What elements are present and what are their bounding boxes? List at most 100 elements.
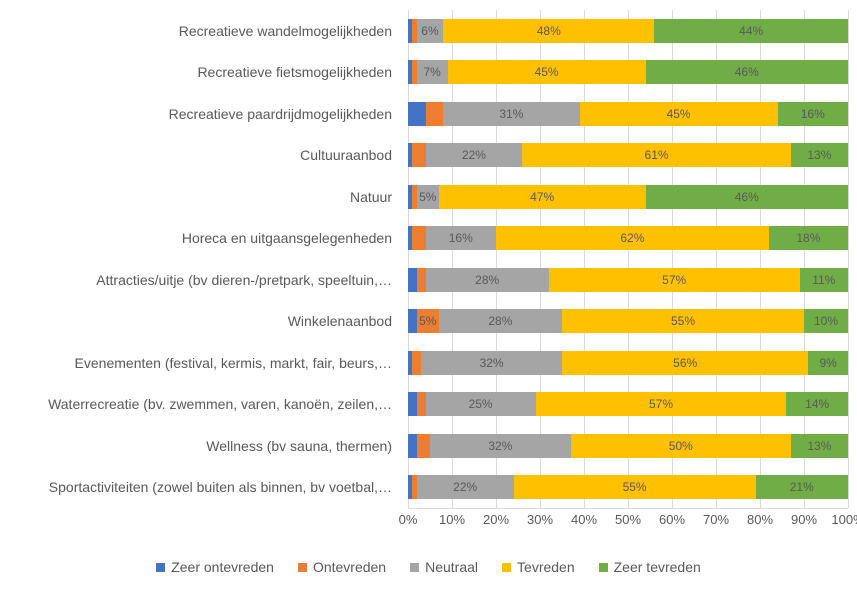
bar-row: 22%61%13% <box>408 143 848 167</box>
category-label: Winkelenaanbod <box>0 309 400 333</box>
category-label: Evenementen (festival, kermis, markt, fa… <box>0 351 400 375</box>
legend-swatch <box>410 563 419 572</box>
x-tick-label: 70% <box>703 512 729 527</box>
bar-segment-tevreden: 57% <box>549 268 800 292</box>
data-label: 5% <box>419 314 436 328</box>
bar-segment-zeer_tevreden: 11% <box>800 268 848 292</box>
bar-segment-tevreden: 55% <box>562 309 804 333</box>
bar-segment-tevreden: 55% <box>514 475 756 499</box>
data-label: 46% <box>735 65 759 79</box>
legend-swatch <box>599 563 608 572</box>
data-label: 55% <box>623 480 647 494</box>
data-label: 57% <box>662 273 686 287</box>
category-label: Horeca en uitgaansgelegenheden <box>0 226 400 250</box>
data-label: 28% <box>488 314 512 328</box>
bar-segment-ontevreden <box>412 351 421 375</box>
bar-segment-zeer_tevreden: 13% <box>791 434 848 458</box>
x-tick-label: 90% <box>791 512 817 527</box>
bar-segment-ontevreden <box>417 268 426 292</box>
bar-segment-neutraal: 22% <box>417 475 514 499</box>
bar-segment-tevreden: 62% <box>496 226 769 250</box>
x-axis-line <box>408 508 848 509</box>
plot-area: 6%48%44%7%45%46%31%45%16%22%61%13%5%47%4… <box>408 10 848 508</box>
data-label: 48% <box>537 24 561 38</box>
category-label: Sportactiviteiten (zowel buiten als binn… <box>0 475 400 499</box>
bar-segment-zeer_tevreden: 9% <box>808 351 848 375</box>
data-label: 9% <box>820 356 837 370</box>
bar-row: 6% 48% 44% <box>408 19 848 43</box>
bar-segment-tevreden: 45% <box>448 60 646 84</box>
bar-segment-zeer_ontevreden <box>408 392 417 416</box>
x-tick-label: 80% <box>747 512 773 527</box>
bar-segment-zeer_tevreden: 44% <box>654 19 848 43</box>
data-label: 50% <box>669 439 693 453</box>
bar-segment-zeer_tevreden: 13% <box>791 143 848 167</box>
data-label: 62% <box>620 231 644 245</box>
x-tick-label: 100% <box>831 512 857 527</box>
bar-segment-ontevreden <box>426 102 444 126</box>
legend-item-tevreden: Tevreden <box>502 559 575 575</box>
bar-row: 32% 50% 13% <box>408 434 848 458</box>
bar-row: 31%45%16% <box>408 102 848 126</box>
legend-label: Ontevreden <box>313 559 386 575</box>
bar-row: 25%57%14% <box>408 392 848 416</box>
legend-swatch <box>156 563 165 572</box>
bar-segment-zeer_tevreden: 46% <box>646 185 848 209</box>
category-label: Waterrecreatie (bv. zwemmen, varen, kano… <box>0 392 400 416</box>
data-label: 16% <box>801 107 825 121</box>
category-label: Natuur <box>0 185 400 209</box>
legend-item-neutraal: Neutraal <box>410 559 478 575</box>
x-tick-label: 0% <box>399 512 418 527</box>
legend-label: Zeer ontevreden <box>171 559 274 575</box>
data-label: 22% <box>462 148 486 162</box>
bar-segment-ontevreden <box>412 143 425 167</box>
data-label: 13% <box>807 148 831 162</box>
bar-row: 5% 28% 55% 10% <box>408 309 848 333</box>
bar-row: 16% 62% 18% <box>408 226 848 250</box>
bar-segment-zeer_tevreden: 16% <box>778 102 848 126</box>
data-label: 6% <box>421 24 438 38</box>
data-label: 11% <box>812 273 835 287</box>
legend-swatch <box>298 563 307 572</box>
bar-segment-neutraal: 16% <box>426 226 496 250</box>
bar-segment-ontevreden: 5% <box>417 309 439 333</box>
legend-item-ontevreden: Ontevreden <box>298 559 386 575</box>
data-label: 32% <box>488 439 512 453</box>
bars-group: 6%48%44%7%45%46%31%45%16%22%61%13%5%47%4… <box>408 10 848 508</box>
gridline <box>848 10 849 508</box>
x-tick-label: 20% <box>483 512 509 527</box>
data-label: 18% <box>796 231 820 245</box>
data-label: 32% <box>480 356 504 370</box>
bar-row: 7% 45% 46% <box>408 60 848 84</box>
data-label: 7% <box>424 65 441 79</box>
legend-label: Zeer tevreden <box>614 559 701 575</box>
category-label: Recreatieve wandelmogelijkheden <box>0 19 400 43</box>
legend-item-zeer_tevreden: Zeer tevreden <box>599 559 701 575</box>
data-label: 47% <box>530 190 554 204</box>
legend-swatch <box>502 563 511 572</box>
category-axis-labels: Recreatieve wandelmogelijkheden Recreatie… <box>0 10 400 508</box>
bar-segment-tevreden: 48% <box>443 19 654 43</box>
x-tick-label: 60% <box>659 512 685 527</box>
bar-row: 32%56%9% <box>408 351 848 375</box>
bar-segment-zeer_tevreden: 10% <box>804 309 848 333</box>
bar-segment-tevreden: 47% <box>439 185 646 209</box>
data-label: 44% <box>739 24 763 38</box>
bar-segment-tevreden: 57% <box>536 392 787 416</box>
x-axis: 0%10%20%30%40%50%60%70%80%90%100% <box>408 512 848 532</box>
bar-segment-tevreden: 45% <box>580 102 778 126</box>
bar-segment-neutraal: 22% <box>426 143 523 167</box>
data-label: 57% <box>649 397 673 411</box>
data-label: 10% <box>814 314 838 328</box>
bar-segment-neutraal: 6% <box>417 19 443 43</box>
category-label: Recreatieve fietsmogelijkheden <box>0 60 400 84</box>
data-label: 45% <box>535 65 559 79</box>
bar-segment-neutraal: 5% <box>417 185 439 209</box>
bar-segment-zeer_tevreden: 14% <box>786 392 848 416</box>
bar-segment-zeer_ontevreden <box>408 268 417 292</box>
bar-segment-neutraal: 28% <box>439 309 562 333</box>
legend: Zeer ontevreden Ontevreden Neutraal Tevrede… <box>0 552 857 582</box>
bar-segment-neutraal: 28% <box>426 268 549 292</box>
bar-segment-tevreden: 50% <box>571 434 791 458</box>
bar-segment-ontevreden <box>417 392 426 416</box>
